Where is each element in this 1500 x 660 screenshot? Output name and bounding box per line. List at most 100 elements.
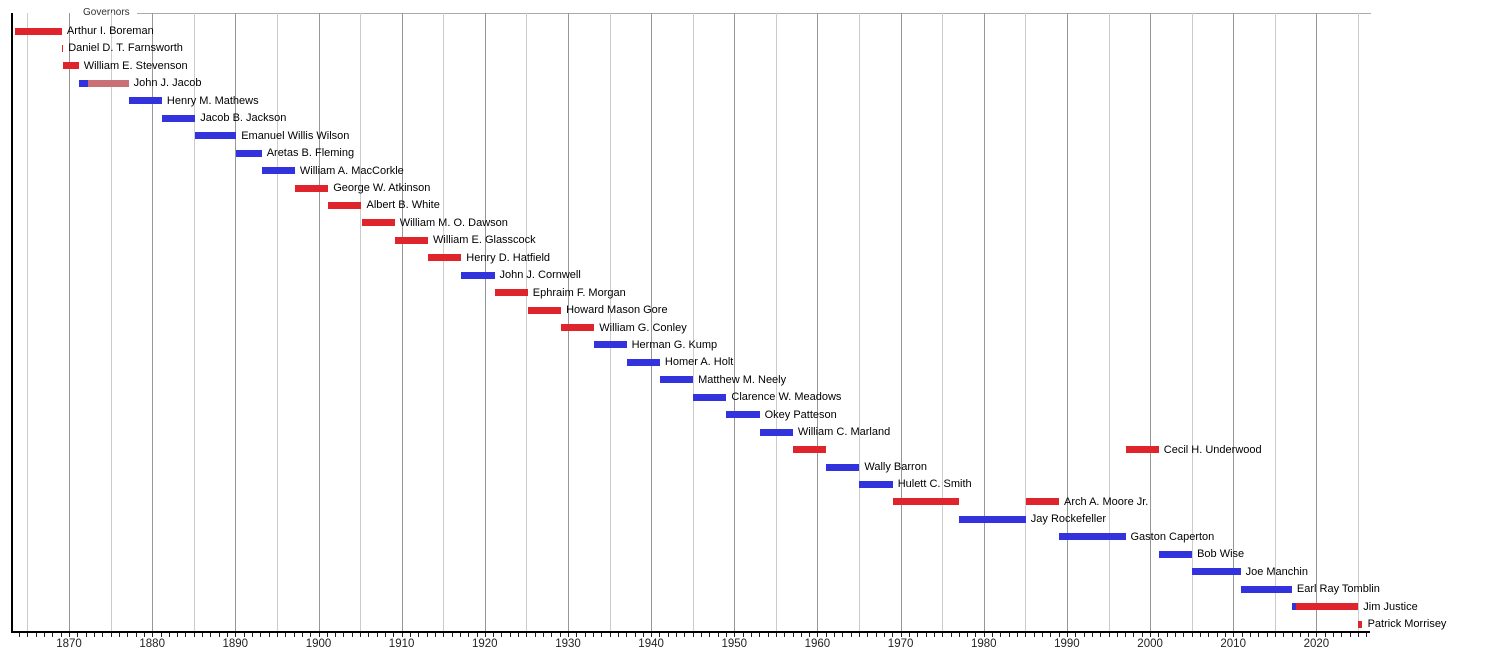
axis-tick-1970 [900, 633, 902, 637]
axis-tick-2018 [1299, 633, 1301, 637]
axis-label-1880: 1880 [139, 638, 165, 650]
term-bar [561, 324, 595, 331]
term-bar [726, 411, 760, 419]
axis-tick-1980 [983, 633, 985, 637]
axis-tick-1924 [518, 633, 520, 637]
axis-tick-2011 [1241, 633, 1243, 637]
term-bar [328, 201, 362, 209]
title-rule [137, 13, 1371, 14]
axis-tick-1992 [1083, 633, 1085, 637]
governor-name: William E. Stevenson [83, 59, 188, 72]
axis-tick-1983 [1008, 633, 1010, 637]
axis-tick-1878 [135, 633, 137, 637]
gridline-2025 [1358, 13, 1359, 632]
axis-tick-1984 [1017, 633, 1018, 637]
axis-label-1920: 1920 [472, 638, 498, 650]
governor-name: Clarence W. Meadows [731, 391, 842, 404]
axis-label-1980: 1980 [971, 638, 997, 650]
gridline-1945 [692, 13, 694, 632]
axis-tick-1903 [343, 633, 345, 637]
governor-name: Jacob B. Jackson [200, 112, 287, 125]
axis-label-1990: 1990 [1054, 638, 1080, 650]
axis-tick-1866 [35, 633, 37, 637]
gridline-1980 [983, 13, 985, 632]
governor-name: William G. Conley [599, 321, 687, 334]
gridline-1985 [1025, 13, 1027, 632]
axis-tick-1952 [750, 633, 752, 637]
axis-tick-1986 [1033, 633, 1035, 637]
axis-tick-1899 [310, 633, 312, 637]
axis-label-1940: 1940 [638, 638, 664, 650]
axis-tick-1908 [385, 633, 386, 637]
governor-name: Henry D. Hatfield [466, 251, 551, 264]
axis-tick-1904 [351, 633, 353, 637]
axis-tick-1889 [227, 633, 228, 637]
axis-tick-1959 [809, 633, 811, 637]
gridline-1870 [69, 13, 70, 632]
governor-name: Okey Patteson [764, 408, 837, 421]
term-bar [261, 167, 295, 174]
axis-tick-1991 [1075, 633, 1077, 637]
y-axis-line [11, 13, 13, 632]
axis-label-1930: 1930 [555, 638, 581, 650]
gridline-1950 [734, 13, 736, 632]
axis-tick-2010 [1233, 633, 1235, 637]
axis-tick-1876 [118, 633, 120, 637]
governor-name: William C. Marland [797, 426, 891, 439]
governor-name: Patrick Morrisey [1367, 618, 1447, 630]
axis-tick-1915 [443, 633, 445, 637]
governor-name: William E. Glasscock [433, 234, 536, 247]
term-bar [1358, 620, 1363, 628]
term-bar [78, 79, 89, 87]
axis-tick-1917 [459, 633, 461, 637]
axis-tick-2009 [1224, 633, 1226, 637]
axis-tick-2014 [1266, 633, 1268, 637]
axis-label-1870: 1870 [56, 638, 82, 650]
axis-tick-1974 [933, 633, 935, 637]
governor-name: John J. Jacob [133, 77, 202, 90]
axis-tick-1877 [127, 633, 129, 637]
axis-tick-1966 [867, 633, 869, 637]
term-bar [826, 463, 860, 471]
axis-tick-1896 [285, 633, 287, 637]
gridline-1970 [900, 13, 902, 632]
axis-tick-1869 [60, 633, 62, 637]
gridline-1920 [484, 13, 486, 632]
axis-tick-2002 [1166, 633, 1168, 637]
axis-tick-1944 [684, 633, 686, 637]
term-bar [14, 27, 62, 35]
term-bar [659, 376, 694, 384]
term-bar [527, 306, 562, 314]
axis-tick-1945 [692, 633, 694, 637]
term-bar [128, 97, 162, 105]
governor-name: Daniel D. T. Farnsworth [68, 42, 183, 55]
gridline-1965 [859, 13, 860, 632]
term-bar [461, 271, 495, 279]
axis-tick-1949 [726, 633, 727, 637]
axis-tick-2016 [1283, 633, 1285, 637]
axis-tick-1947 [709, 633, 711, 637]
axis-tick-2005 [1191, 633, 1193, 637]
governor-name: William A. MacCorkle [299, 164, 404, 177]
gridline-1875 [110, 13, 112, 632]
axis-tick-1938 [634, 633, 636, 637]
axis-tick-1906 [368, 633, 370, 637]
axis-tick-2013 [1258, 633, 1260, 637]
axis-tick-1916 [451, 633, 453, 637]
axis-tick-1875 [110, 633, 112, 637]
axis-tick-2020 [1316, 633, 1318, 637]
term-bar [1158, 550, 1193, 558]
term-bar [1192, 568, 1241, 576]
axis-tick-1973 [925, 633, 927, 637]
governor-name: Homer A. Holt [664, 356, 734, 369]
axis-tick-1925 [526, 633, 528, 637]
term-bar [892, 498, 960, 506]
gridline-1905 [360, 13, 362, 632]
axis-tick-1963 [842, 633, 844, 637]
governor-name: George W. Atkinson [333, 182, 431, 194]
governor-name: Albert B. White [366, 199, 440, 212]
gridline-1895 [276, 13, 278, 632]
axis-label-2010: 2010 [1220, 638, 1246, 650]
axis-tick-1884 [185, 633, 187, 637]
axis-tick-1972 [917, 633, 919, 637]
